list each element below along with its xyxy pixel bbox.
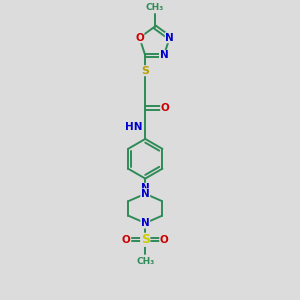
Text: O: O [161, 103, 170, 113]
Text: HN: HN [125, 122, 142, 132]
Text: N: N [165, 33, 174, 43]
Text: N: N [141, 183, 150, 193]
Text: S: S [141, 66, 149, 76]
Text: N: N [160, 50, 168, 60]
Text: CH₃: CH₃ [136, 256, 155, 266]
Text: CH₃: CH₃ [146, 2, 164, 11]
Text: O: O [122, 235, 131, 245]
Text: S: S [141, 233, 150, 246]
Text: N: N [141, 218, 150, 228]
Text: N: N [141, 189, 150, 199]
Text: O: O [135, 33, 144, 43]
Text: O: O [160, 235, 169, 245]
